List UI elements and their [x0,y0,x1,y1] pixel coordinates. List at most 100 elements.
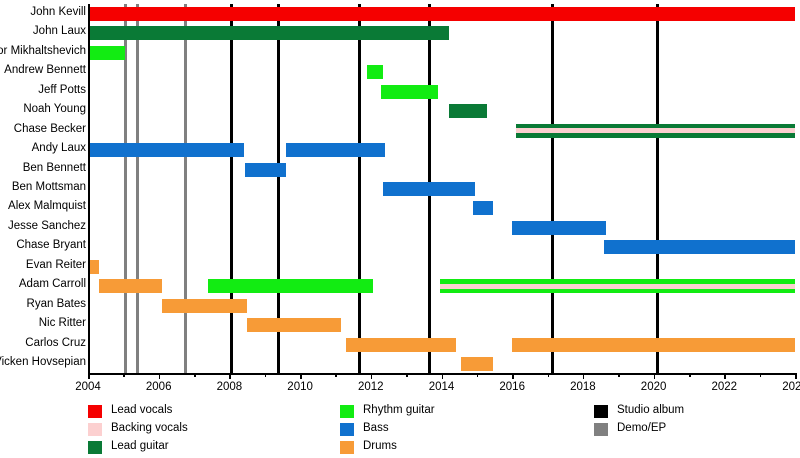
membership-bar [383,182,476,196]
legend-swatch-icon [88,440,102,454]
legend-item[interactable]: Demo/EP [594,420,684,438]
legend-swatch-icon [594,422,608,436]
legend-swatch-icon [340,440,354,454]
legend-label: Backing vocals [111,422,188,435]
legend-item[interactable]: Studio album [594,402,684,420]
membership-bar [346,337,456,352]
membership-bar [439,279,795,294]
membership-bar [88,6,795,21]
legend-item[interactable]: Lead guitar [88,438,188,456]
x-axis-minor-tick [688,373,691,377]
x-axis-tick-label: 2006 [145,381,172,393]
member-label: Jesse Sanchez [8,219,86,232]
membership-bar [88,259,99,274]
legend-column: Rhythm guitar Bass Drums [340,402,435,456]
legend-item[interactable]: Lead vocals [88,402,188,420]
legend-swatch-icon [88,404,102,418]
event-line-studio-album [230,4,234,374]
legend-column: Studio album Demo/EP [594,402,684,438]
membership-bar [285,143,385,158]
x-axis-tick-label: 2008 [216,381,243,393]
y-axis-line [88,4,90,374]
x-axis-tick [441,373,444,379]
x-axis-minor-tick [759,373,762,377]
membership-bar-secondary-role [515,127,795,134]
x-axis-tick-label: 2010 [287,381,313,393]
chart-legend: Lead vocals Backing vocals Lead guitar Rhyt… [0,402,800,458]
x-axis-minor-tick [264,373,267,377]
x-axis-minor-tick [335,373,338,377]
x-axis-minor-tick [547,373,550,377]
legend-swatch-icon [340,422,354,436]
event-line-studio-album [551,4,555,374]
member-label: Vicken Hovsepian [0,356,86,369]
legend-swatch-icon [340,404,354,418]
membership-bar-secondary-role [439,283,795,290]
x-axis-tick [582,373,585,379]
x-axis-tick [512,373,514,379]
membership-bar [247,318,341,333]
member-label: Nic Ritter [38,317,86,330]
membership-bar [162,298,248,313]
legend-label: Lead guitar [111,440,169,453]
member-label: Carlos Cruz [25,336,86,349]
event-line-demo-ep [184,4,188,374]
x-axis-tick [724,373,726,379]
legend-swatch-icon [88,422,102,436]
x-axis-tick-label: 2018 [570,381,596,393]
member-label: Noah Young [23,103,86,116]
legend-swatch-icon [594,404,608,418]
x-axis-minor-tick [406,373,408,377]
membership-bar [512,220,606,235]
x-axis-tick-label: 2020 [640,381,667,393]
member-label: John Kevill [30,5,86,18]
member-label: Ben Bennett [22,161,86,174]
legend-item[interactable]: Rhythm guitar [340,402,435,420]
legend-label: Lead vocals [111,404,173,417]
membership-bar [208,279,373,294]
membership-bar [98,279,163,294]
membership-bar [88,45,126,60]
member-label: Igor Mikhaltshevich [0,44,86,57]
member-label: Evan Reiter [25,258,86,271]
event-line-studio-album [276,4,280,374]
member-label: Ben Mottsman [11,181,86,193]
member-label: Jeff Potts [38,83,86,96]
event-line-studio-album [357,4,361,374]
member-label: Chase Becker [13,122,86,135]
x-axis-minor-tick [194,373,196,377]
member-label: Andrew Bennett [4,64,86,77]
member-label: John Laux [32,25,86,38]
x-axis-tick [370,373,373,379]
member-label: Alex Malmquist [8,200,86,213]
x-axis-tick [229,373,231,379]
legend-item[interactable]: Backing vocals [88,420,188,438]
legend-label: Demo/EP [617,422,667,435]
legend-column: Lead vocals Backing vocals Lead guitar [88,402,188,456]
x-axis-tick [158,373,161,379]
membership-bar [88,143,244,158]
legend-label: Rhythm guitar [363,404,435,417]
member-labels-column: John Kevill John Laux Igor Mikhaltshevich A… [0,0,86,374]
x-axis-tick [88,373,90,379]
event-line-studio-album [655,4,659,374]
x-axis-tick [653,373,656,379]
timeline-chart: John Kevill John Laux Igor Mikhaltshevich A… [0,0,800,393]
legend-label: Studio album [617,404,685,417]
membership-bar [515,123,795,138]
x-axis-tick [795,373,797,379]
x-axis-tick-label: 2024 [782,381,800,393]
event-line-demo-ep [123,4,127,374]
membership-bar [448,104,488,119]
x-axis-tick-label: 2012 [358,381,384,393]
member-label: Ryan Bates [26,297,86,310]
legend-label: Bass [363,422,389,435]
member-label: Andy Laux [31,142,86,155]
membership-bar [367,65,384,80]
legend-item[interactable]: Drums [340,438,435,456]
legend-item[interactable]: Bass [340,420,435,438]
membership-bar [245,162,286,177]
x-axis-tick-label: 2016 [499,381,525,393]
member-label: Adam Carroll [18,278,86,291]
